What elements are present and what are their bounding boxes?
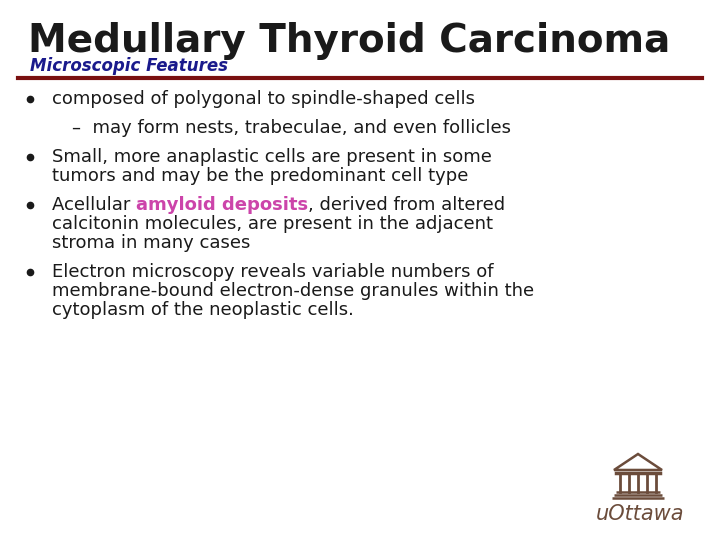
- Text: –  may form nests, trabeculae, and even follicles: – may form nests, trabeculae, and even f…: [72, 119, 511, 137]
- Text: Microscopic Features: Microscopic Features: [30, 57, 228, 75]
- Text: tumors and may be the predominant cell type: tumors and may be the predominant cell t…: [52, 167, 469, 185]
- Text: Acellular: Acellular: [52, 196, 136, 214]
- Text: cytoplasm of the neoplastic cells.: cytoplasm of the neoplastic cells.: [52, 301, 354, 319]
- Text: calcitonin molecules, are present in the adjacent: calcitonin molecules, are present in the…: [52, 215, 493, 233]
- Text: , derived from altered: , derived from altered: [308, 196, 505, 214]
- Text: stroma in many cases: stroma in many cases: [52, 234, 251, 252]
- Text: membrane-bound electron-dense granules within the: membrane-bound electron-dense granules w…: [52, 282, 534, 300]
- Text: Medullary Thyroid Carcinoma: Medullary Thyroid Carcinoma: [28, 22, 670, 60]
- Text: Small, more anaplastic cells are present in some: Small, more anaplastic cells are present…: [52, 148, 492, 166]
- Text: uOttawa: uOttawa: [595, 504, 684, 524]
- Text: Electron microscopy reveals variable numbers of: Electron microscopy reveals variable num…: [52, 263, 493, 281]
- Text: amyloid deposits: amyloid deposits: [136, 196, 308, 214]
- Text: composed of polygonal to spindle-shaped cells: composed of polygonal to spindle-shaped …: [52, 90, 475, 108]
